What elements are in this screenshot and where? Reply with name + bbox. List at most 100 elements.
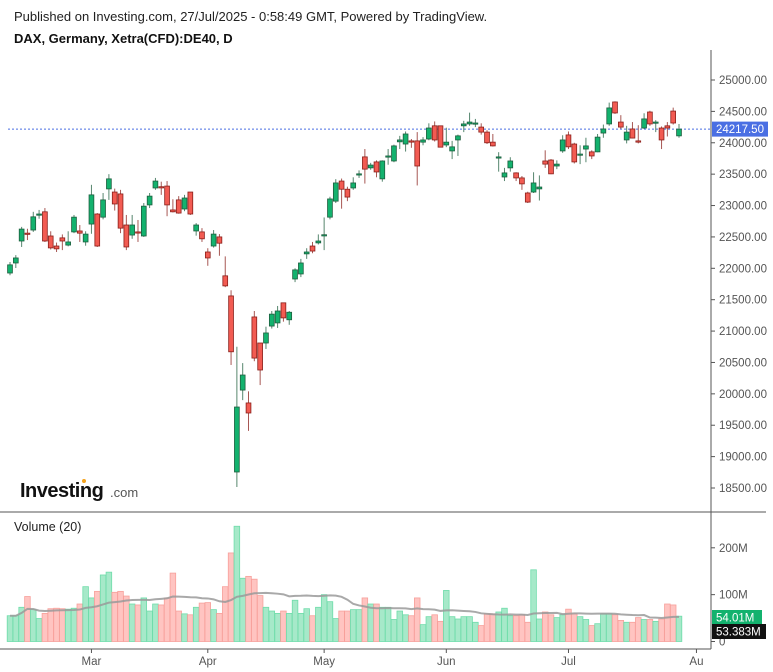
volume-bar xyxy=(134,604,142,642)
volume-bar xyxy=(187,614,194,642)
candle-body xyxy=(583,145,589,150)
candle xyxy=(373,160,380,178)
volume-bars xyxy=(6,525,683,642)
svg-text:24217.50: 24217.50 xyxy=(716,124,764,136)
volume-bar xyxy=(216,612,223,642)
candle-body xyxy=(641,118,647,129)
candle xyxy=(298,258,304,278)
volume-bar xyxy=(512,615,520,642)
candle xyxy=(234,346,240,488)
volume-tick-label: 200M xyxy=(719,543,748,555)
candle-body xyxy=(443,141,450,146)
svg-text:Investing: Investing xyxy=(20,480,103,502)
candle-body xyxy=(111,191,118,205)
volume-bar xyxy=(530,569,537,642)
volume-bar xyxy=(158,604,165,642)
candle xyxy=(42,208,48,242)
candle xyxy=(408,139,415,148)
volume-bar xyxy=(489,613,497,642)
candle-body xyxy=(437,125,444,148)
volume-bar xyxy=(448,616,456,642)
candle xyxy=(187,191,194,215)
volume-bar xyxy=(460,616,467,642)
candle xyxy=(379,160,386,182)
volume-bar xyxy=(41,612,49,642)
candle-body xyxy=(42,211,48,242)
volume-bar xyxy=(280,610,287,642)
volume-axis: 200M 100M 0 xyxy=(711,543,748,649)
volume-bar xyxy=(507,615,514,642)
candle xyxy=(635,125,642,144)
candle xyxy=(30,211,37,232)
candle-body xyxy=(629,128,636,139)
price-tick-label: 19000.00 xyxy=(719,452,767,464)
candle xyxy=(228,290,234,365)
candle-body xyxy=(129,224,135,236)
volume-bar xyxy=(350,609,357,642)
candle xyxy=(24,228,31,241)
candle-body xyxy=(344,188,351,198)
price-tick-label: 18500.00 xyxy=(719,483,767,495)
candle xyxy=(280,302,287,322)
candle-body xyxy=(47,235,54,249)
candle-body xyxy=(30,216,37,231)
volume-bar xyxy=(94,590,101,642)
logo-dot-icon xyxy=(82,479,86,483)
candle xyxy=(396,135,403,150)
volume-bar xyxy=(47,608,54,642)
candle xyxy=(478,123,485,135)
volume-bar xyxy=(652,620,659,642)
volume-bar xyxy=(559,614,566,642)
volume-bar xyxy=(338,610,345,642)
candle-body xyxy=(391,145,397,162)
volume-bar xyxy=(629,621,636,642)
volume-bar xyxy=(222,586,229,642)
time-tick-label: May xyxy=(313,656,335,668)
candle-body xyxy=(542,160,548,165)
price-tick-label: 20000.00 xyxy=(719,389,767,401)
candle xyxy=(77,224,83,242)
candle xyxy=(100,192,106,220)
candle xyxy=(268,310,275,329)
candle xyxy=(391,144,397,163)
candle-body xyxy=(170,209,176,213)
volume-bar xyxy=(617,620,625,642)
volume-bar xyxy=(495,611,502,642)
candle xyxy=(344,186,351,202)
volume-pane-title: Volume (20) xyxy=(14,520,81,534)
volume-bar xyxy=(675,615,683,642)
candle xyxy=(164,181,170,217)
candle-body xyxy=(263,332,269,344)
volume-bar xyxy=(332,618,339,642)
candle xyxy=(175,196,182,214)
candle xyxy=(641,113,647,129)
candle xyxy=(274,305,281,328)
volume-bar xyxy=(163,597,171,642)
volume-bar xyxy=(669,604,677,642)
candle-body xyxy=(478,126,485,133)
volume-bar xyxy=(53,607,60,642)
candle-body xyxy=(530,182,537,193)
candle xyxy=(59,234,66,251)
candle xyxy=(658,126,665,150)
candle-body xyxy=(315,240,322,244)
candle-body xyxy=(13,257,19,264)
candle-body xyxy=(59,237,66,242)
candle-body xyxy=(362,156,368,170)
candle xyxy=(18,226,25,247)
candle-body xyxy=(280,302,287,319)
candle-body xyxy=(618,121,624,128)
volume-bar xyxy=(297,612,305,642)
candle-body xyxy=(385,155,391,158)
candle-body xyxy=(24,232,31,235)
volume-bar xyxy=(553,617,561,642)
candle xyxy=(443,127,450,148)
candle xyxy=(204,248,211,266)
volume-bar xyxy=(414,597,421,642)
volume-bar xyxy=(105,571,113,642)
candle xyxy=(181,194,188,212)
price-axis: 25000.00 24500.00 24000.00 23500.00 23000.00… xyxy=(711,75,767,495)
volume-tick-label: 100M xyxy=(719,590,748,602)
candle xyxy=(350,177,357,190)
candle-body xyxy=(309,245,316,252)
